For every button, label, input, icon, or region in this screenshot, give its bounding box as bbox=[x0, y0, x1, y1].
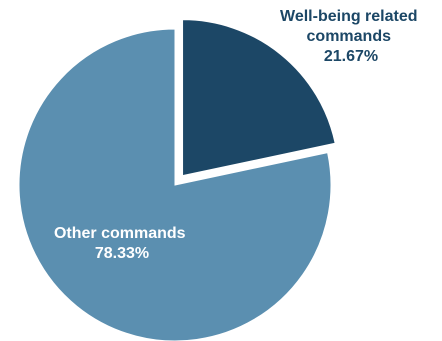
slice-label-wellbeing: Well-being related commands 21.67% bbox=[280, 8, 422, 65]
pie-slice-other bbox=[18, 28, 332, 341]
slice-label-other: Other commands 78.33% bbox=[54, 225, 190, 262]
pie-slices bbox=[18, 19, 336, 341]
slice-label-wellbeing-line2: commands bbox=[307, 28, 392, 45]
slice-value-other: 78.33% bbox=[95, 245, 149, 262]
slice-value-wellbeing: 21.67% bbox=[324, 48, 378, 65]
slice-label-other-line1: Other commands bbox=[54, 225, 186, 242]
slice-label-wellbeing-line1: Well-being related bbox=[280, 8, 418, 25]
pie-slice-wellbeing bbox=[182, 19, 336, 177]
